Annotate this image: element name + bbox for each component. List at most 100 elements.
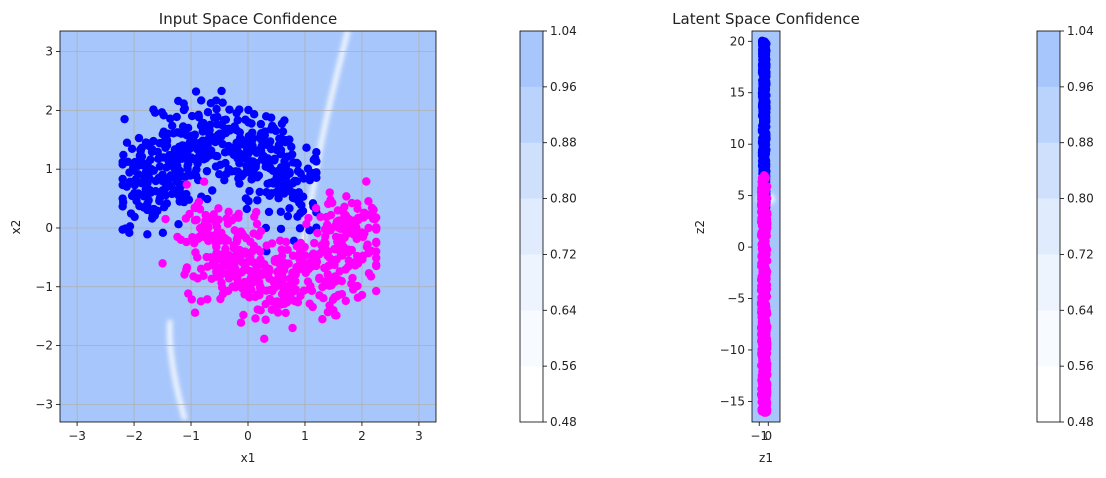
colorbar-band: [520, 310, 543, 367]
latent-point: [762, 227, 771, 237]
latent-point: [761, 140, 771, 149]
input-point: [304, 213, 313, 223]
input-point: [255, 247, 265, 256]
input-point: [285, 204, 294, 213]
input-point: [277, 119, 287, 128]
colorbar-tick-label: 0.88: [550, 136, 577, 150]
input-point: [283, 245, 292, 255]
latent-point: [761, 117, 770, 127]
input-point: [164, 156, 173, 165]
colorbar-tick-label: 0.56: [1067, 359, 1094, 373]
input-point: [284, 287, 293, 296]
input-point: [305, 299, 314, 308]
input-point: [276, 224, 286, 234]
input-point: [215, 169, 224, 179]
latent-y-tick-label: 10: [730, 137, 745, 151]
latent-y-ticks: −15 −10 −5 0 5 10 15 20: [720, 34, 752, 408]
colorbar-tick-label: 0.64: [550, 303, 577, 317]
colorbar-band: [1037, 31, 1060, 88]
input-point: [157, 171, 167, 181]
colorbar-tick-label: 0.96: [550, 80, 577, 94]
input-point: [285, 274, 295, 283]
input-y-tick-label: −2: [35, 339, 53, 353]
input-point: [118, 180, 127, 190]
latent-point: [761, 317, 771, 326]
input-decision-boundary-lower: [167, 319, 188, 421]
latent-y-tick-label: 0: [737, 240, 745, 254]
input-point: [295, 224, 305, 233]
input-point: [371, 253, 381, 263]
input-point: [199, 177, 209, 186]
input-point: [272, 172, 282, 181]
input-point: [317, 241, 326, 250]
input-point: [203, 107, 213, 117]
input-point: [194, 197, 204, 207]
latent-y-tick-label: 20: [730, 34, 745, 48]
input-point: [242, 161, 251, 171]
input-point: [296, 291, 305, 301]
input-point: [311, 153, 320, 163]
input-point: [269, 179, 278, 188]
latent-colorbar-bands: [1037, 31, 1060, 423]
colorbar-band: [1037, 366, 1060, 423]
input-scatter-points: [118, 86, 381, 344]
input-point: [352, 251, 362, 261]
input-point: [196, 96, 206, 105]
colorbar-tick-label: 0.88: [1067, 136, 1094, 150]
input-point: [239, 310, 248, 320]
latent-colorbar-ticks: 1.04 0.96 0.88 0.80 0.72 0.64 0.56 0.48: [1060, 24, 1094, 429]
colorbar-tick-label: 0.72: [550, 247, 577, 261]
input-point: [313, 228, 322, 238]
input-point: [264, 207, 274, 217]
input-point: [371, 238, 381, 248]
input-point: [201, 210, 210, 220]
input-point: [174, 96, 183, 106]
input-point: [342, 192, 351, 201]
input-y-axis-label: x2: [9, 220, 23, 235]
input-point: [371, 286, 381, 296]
colorbar-band: [1037, 142, 1060, 200]
input-point: [352, 234, 361, 244]
input-point: [182, 131, 192, 140]
input-point: [318, 315, 327, 324]
input-point: [180, 270, 189, 279]
input-point: [251, 159, 261, 168]
latent-point: [760, 392, 769, 402]
input-point: [277, 245, 286, 254]
input-point: [191, 203, 200, 213]
input-y-tick-label: 3: [45, 45, 53, 59]
input-point: [183, 159, 193, 169]
latent-point: [759, 200, 768, 210]
input-point: [296, 208, 305, 218]
input-point: [237, 249, 246, 258]
input-point: [193, 153, 203, 163]
input-point: [125, 222, 135, 231]
input-point: [184, 195, 194, 204]
input-point: [129, 166, 138, 175]
input-colorbar-bands: [520, 31, 543, 423]
input-point: [142, 162, 152, 171]
input-point: [337, 276, 346, 286]
latent-y-tick-label: −10: [720, 343, 745, 357]
input-point: [170, 152, 180, 161]
latent-y-axis-label: z2: [693, 220, 707, 234]
input-point: [187, 111, 197, 121]
input-point: [292, 158, 302, 168]
input-point: [179, 105, 189, 115]
input-point: [330, 272, 340, 281]
input-x-axis-label: x1: [241, 451, 256, 465]
input-point: [224, 207, 233, 217]
input-point: [244, 257, 254, 266]
input-point: [120, 114, 129, 124]
input-point: [212, 267, 221, 276]
latent-scatter-points: [756, 36, 772, 417]
input-x-tick-label: −3: [68, 429, 86, 443]
input-point: [288, 190, 298, 200]
input-point: [193, 274, 202, 283]
input-point: [250, 270, 260, 279]
input-point: [287, 142, 296, 152]
input-point: [245, 293, 254, 302]
colorbar-band: [1037, 198, 1060, 255]
input-point: [190, 308, 200, 317]
